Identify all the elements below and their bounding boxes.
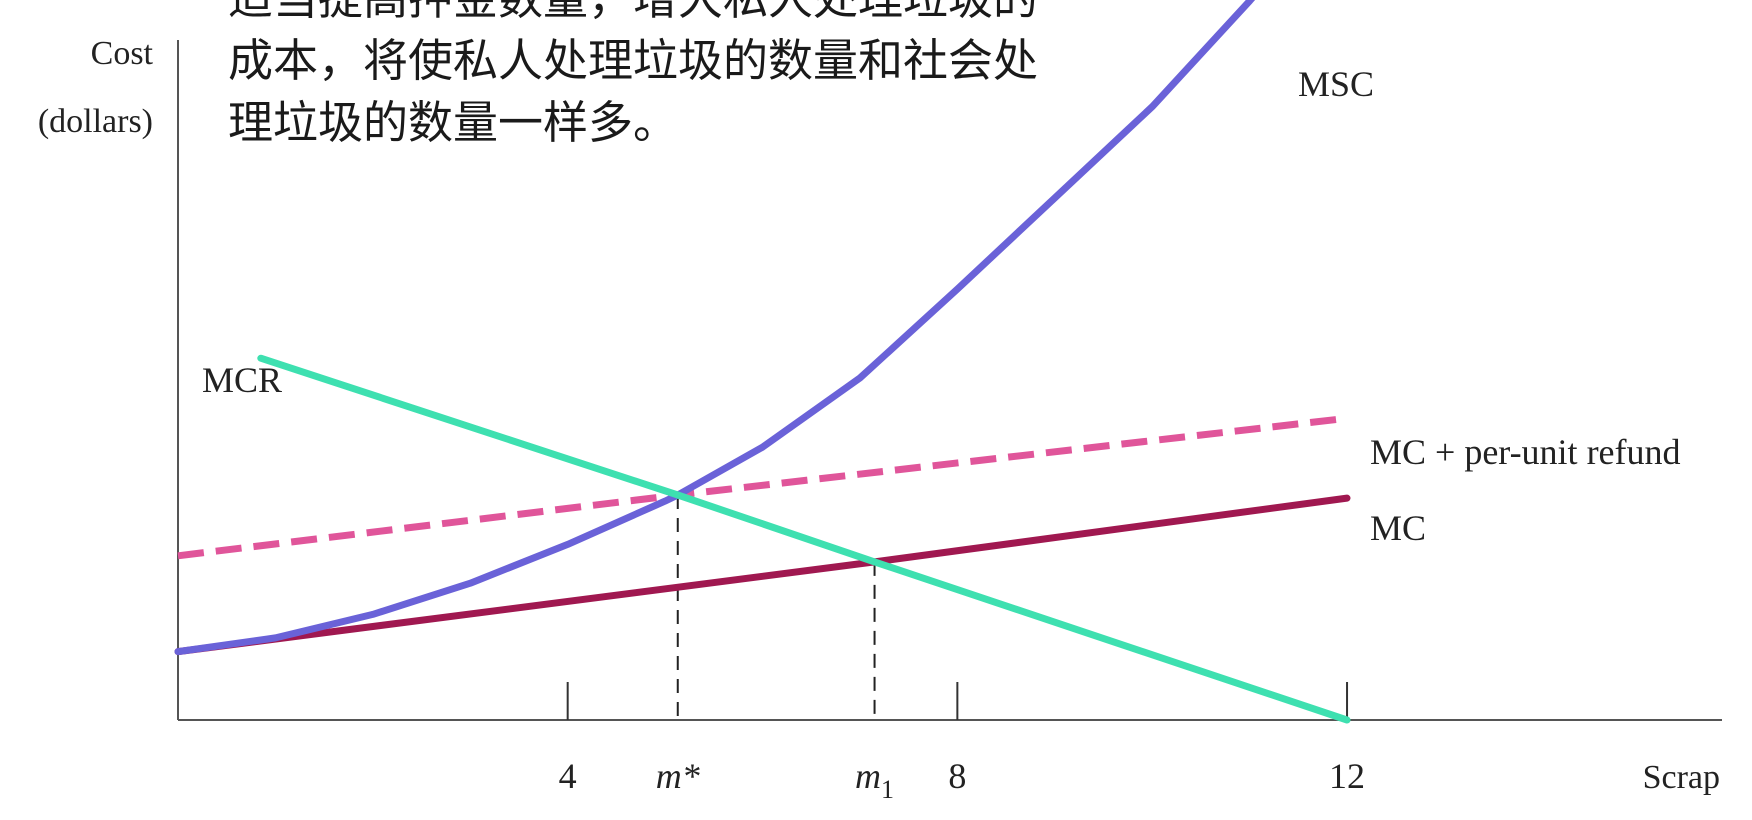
dashed-drop-lines — [676, 495, 876, 720]
note-line-2: 成本，将使私人处理垃圾的数量和社会处 — [228, 34, 1038, 87]
x-axis-ticks: 4 m* m1 8 12 — [559, 682, 1365, 804]
y-axis-label-line-2: (dollars) — [38, 103, 153, 140]
series-label-mc-per-unit-refund: MC + per-unit refund — [1370, 432, 1681, 472]
series-line-mcr — [257, 354, 1351, 724]
x-axis-label: Scrap — [1643, 759, 1720, 796]
y-axis-label-line-1: Cost — [91, 35, 154, 72]
note-line-1: 适当提高押金数量，增大私人处理垃圾的 — [228, 0, 1038, 25]
series-label-mc: MC — [1370, 508, 1426, 548]
series-label-mcr: MCR — [202, 360, 282, 400]
series-lines — [174, 0, 1351, 724]
series-line-msc — [174, 0, 1256, 656]
note-text: 适当提高押金数量，增大私人处理垃圾的 成本，将使私人处理垃圾的数量和社会处 理垃… — [228, 0, 1038, 149]
x-tick-label-5: 12 — [1329, 756, 1365, 796]
series-line-mc-per-unit-refund — [177, 414, 1348, 560]
series-label-msc: MSC — [1298, 64, 1374, 104]
note-line-3: 理垃圾的数量一样多。 — [228, 96, 678, 149]
x-tick-label-2: m* — [656, 756, 700, 796]
x-tick-label-3: m1 — [855, 756, 894, 804]
series-labels: MSC MCR MC + per-unit refund MC — [202, 64, 1681, 548]
x-tick-label-4: 8 — [948, 756, 966, 796]
x-tick-label-1: 4 — [559, 756, 577, 796]
